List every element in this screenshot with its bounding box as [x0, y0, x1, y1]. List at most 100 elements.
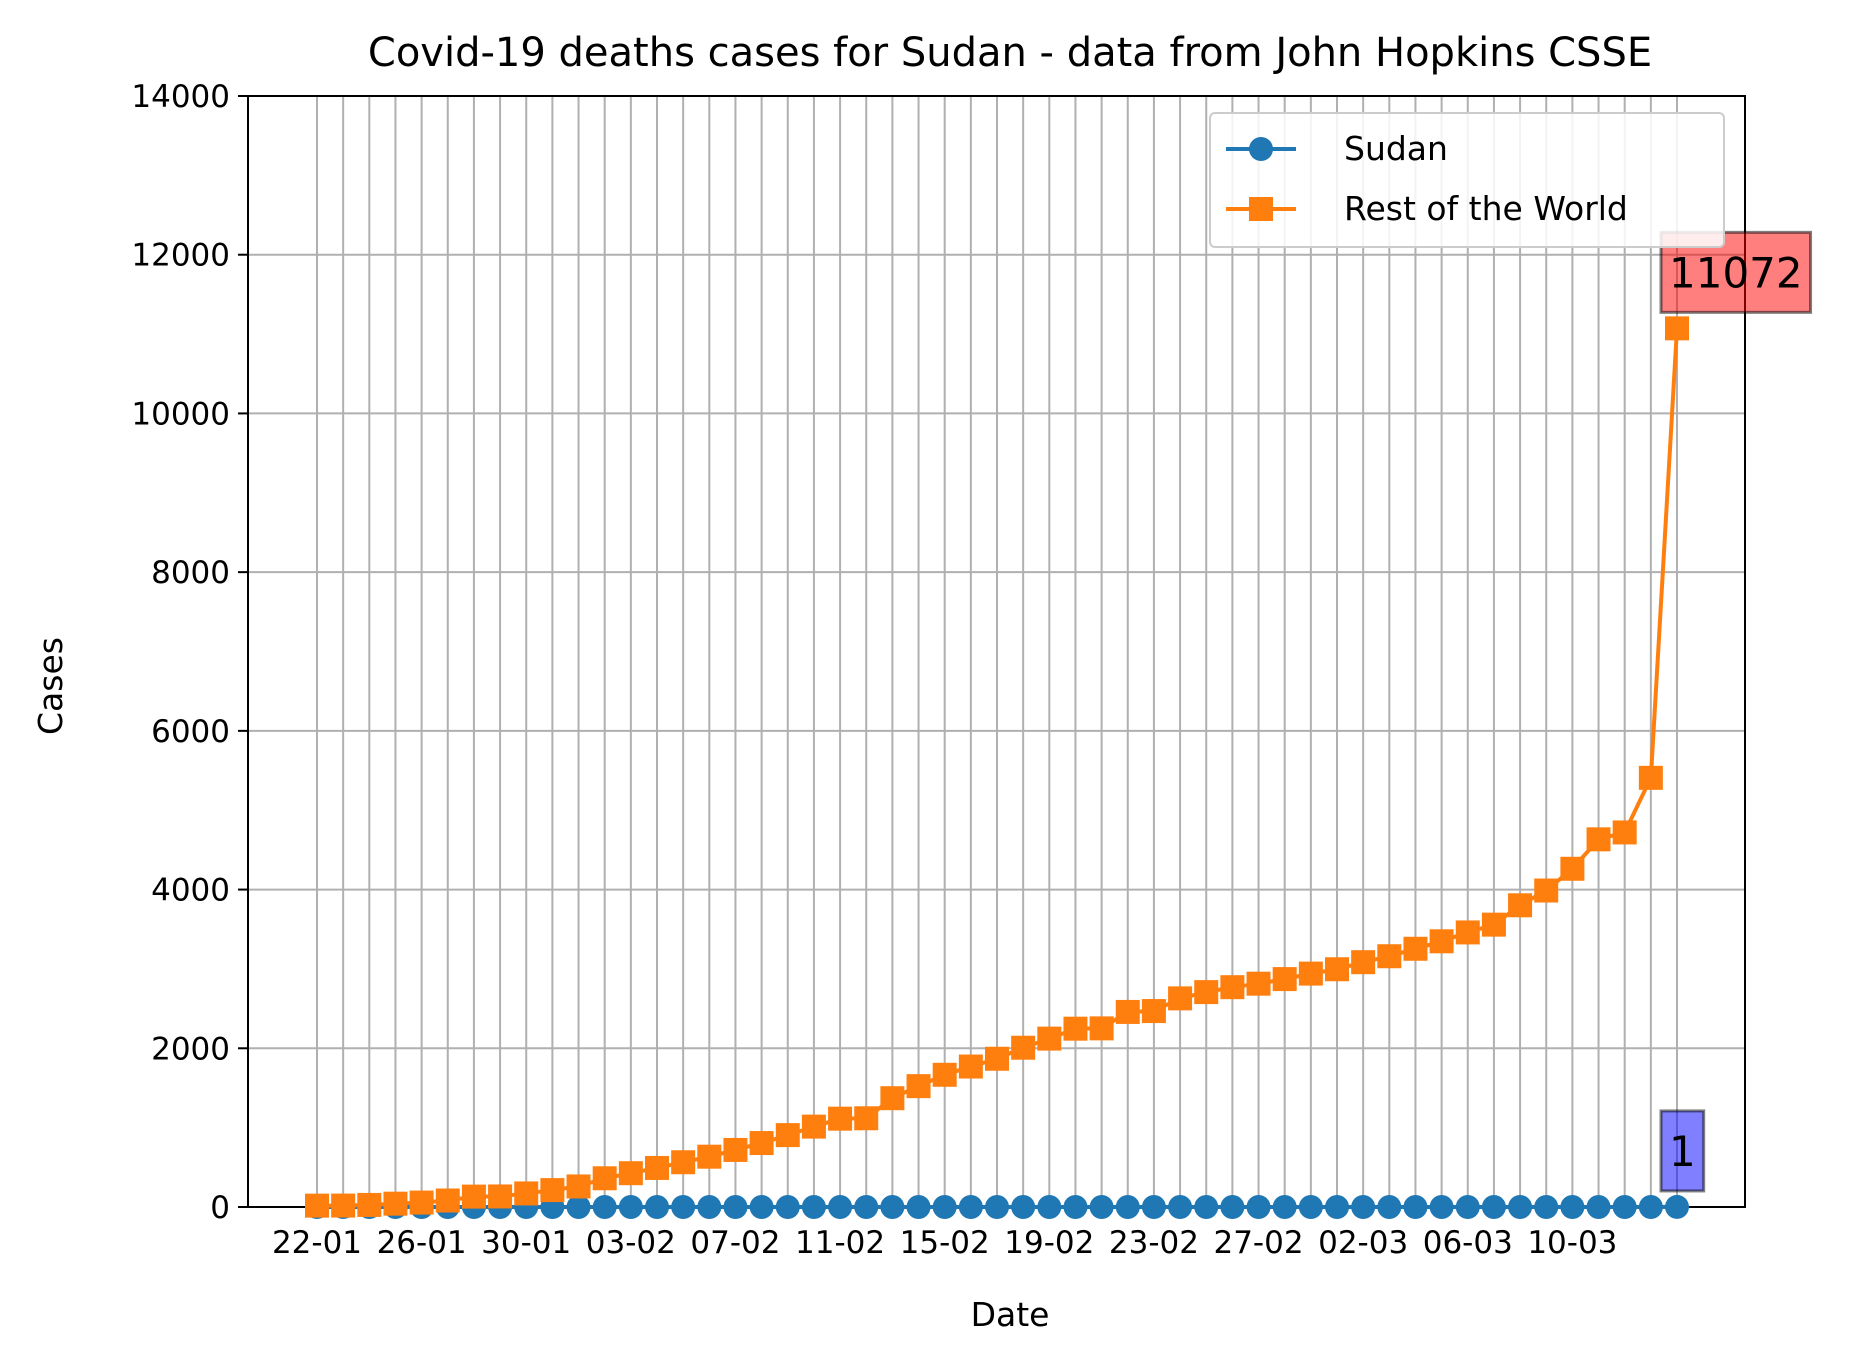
- data-point: [1168, 986, 1193, 1011]
- series: [305, 316, 1689, 1219]
- y-tick-label: 14000: [131, 79, 230, 115]
- data-point: [775, 1123, 800, 1148]
- x-tick-label: 26-01: [377, 1225, 467, 1261]
- data-point: [1220, 1195, 1245, 1219]
- data-point: [671, 1150, 696, 1175]
- data-point: [671, 1195, 696, 1219]
- x-tick-label: 22-01: [272, 1225, 362, 1261]
- data-point: [618, 1195, 643, 1219]
- data-point: [1115, 1195, 1140, 1219]
- y-tick-label: 2000: [151, 1031, 230, 1067]
- data-point: [1037, 1026, 1062, 1051]
- data-point: [1586, 1195, 1611, 1219]
- data-point: [1272, 1195, 1297, 1219]
- annotation-box: [1659, 1109, 1706, 1193]
- data-point: [1586, 827, 1611, 852]
- data-point: [1377, 1195, 1402, 1219]
- data-point: [723, 1137, 748, 1162]
- annotation-label: 11072: [1669, 248, 1803, 297]
- grid: [248, 95, 1745, 1208]
- data-point: [435, 1188, 460, 1213]
- data-point: [540, 1178, 565, 1203]
- x-tick-label: 03-02: [586, 1225, 676, 1261]
- data-point: [1298, 1195, 1323, 1219]
- y-tick-label: 10000: [131, 396, 230, 432]
- x-tick-label: 19-02: [1004, 1225, 1094, 1261]
- data-point: [1011, 1195, 1036, 1219]
- x-tick-label: 10-03: [1527, 1225, 1617, 1261]
- data-point: [697, 1144, 722, 1169]
- data-point: [1351, 950, 1376, 975]
- data-point: [1351, 1195, 1376, 1219]
- data-point: [1403, 1195, 1428, 1219]
- data-point: [1220, 975, 1245, 1000]
- x-tick-label: 30-01: [481, 1225, 571, 1261]
- data-point: [985, 1195, 1009, 1219]
- data-point: [1403, 936, 1428, 961]
- annotations: 11072 1: [1659, 230, 1813, 1193]
- data-point: [305, 1193, 329, 1218]
- data-point: [1560, 856, 1585, 881]
- data-point: [461, 1184, 486, 1209]
- data-point: [1168, 1195, 1193, 1219]
- x-tick-label: 23-02: [1109, 1225, 1199, 1261]
- data-point: [1325, 1195, 1349, 1219]
- x-tick-label: 06-03: [1423, 1225, 1513, 1261]
- data-point: [1246, 971, 1271, 996]
- x-tick-label: 11-02: [795, 1225, 885, 1261]
- data-point: [383, 1191, 408, 1216]
- data-point: [331, 1193, 356, 1218]
- data-point: [1011, 1035, 1036, 1060]
- data-point: [1612, 1195, 1637, 1219]
- data-point: [1089, 1016, 1114, 1041]
- data-point: [1272, 967, 1297, 992]
- data-point: [592, 1166, 617, 1191]
- data-point: [749, 1195, 774, 1219]
- data-point: [566, 1174, 591, 1199]
- data-point: [906, 1195, 931, 1219]
- data-point: [1115, 999, 1140, 1024]
- legend-marker: [1249, 197, 1273, 221]
- data-point: [1089, 1195, 1114, 1219]
- data-point: [958, 1195, 983, 1219]
- data-point: [1665, 316, 1689, 341]
- data-point: [1455, 920, 1480, 945]
- data-point: [828, 1106, 853, 1131]
- data-point: [1063, 1016, 1088, 1041]
- y-tick-label: 4000: [151, 873, 230, 909]
- y-tick-label: 6000: [151, 714, 230, 750]
- data-point: [645, 1195, 669, 1219]
- data-point: [723, 1195, 748, 1219]
- data-point: [1194, 980, 1219, 1005]
- data-point: [958, 1054, 983, 1079]
- chart-title: Covid-19 deaths cases for Sudan - data f…: [368, 30, 1652, 76]
- x-tick-label: 15-02: [900, 1225, 990, 1261]
- data-point: [1508, 893, 1533, 918]
- data-point: [1063, 1195, 1088, 1219]
- x-tick-label: 07-02: [690, 1225, 780, 1261]
- data-point: [932, 1062, 957, 1087]
- data-point: [566, 1195, 591, 1219]
- data-point: [1141, 999, 1166, 1024]
- data-point: [1481, 1195, 1506, 1219]
- legend-label: Sudan: [1344, 129, 1448, 168]
- data-point: [645, 1155, 669, 1180]
- data-point: [1508, 1195, 1533, 1219]
- data-point: [1638, 765, 1663, 790]
- data-point: [1429, 929, 1454, 954]
- data-point: [880, 1195, 905, 1219]
- data-point: [1298, 961, 1323, 986]
- data-point: [1612, 820, 1637, 845]
- legend-marker: [1249, 137, 1273, 161]
- x-tick-label: 27-02: [1213, 1225, 1303, 1261]
- data-point: [1429, 1195, 1454, 1219]
- x-axis-label: Date: [971, 1295, 1050, 1334]
- data-point: [1665, 1194, 1689, 1219]
- data-point: [514, 1181, 539, 1206]
- y-tick-label: 0: [210, 1190, 230, 1226]
- data-point: [1377, 944, 1402, 969]
- legend-box: [1209, 112, 1725, 248]
- legend: Sudan Rest of the World: [1209, 112, 1725, 248]
- data-point: [1037, 1195, 1062, 1219]
